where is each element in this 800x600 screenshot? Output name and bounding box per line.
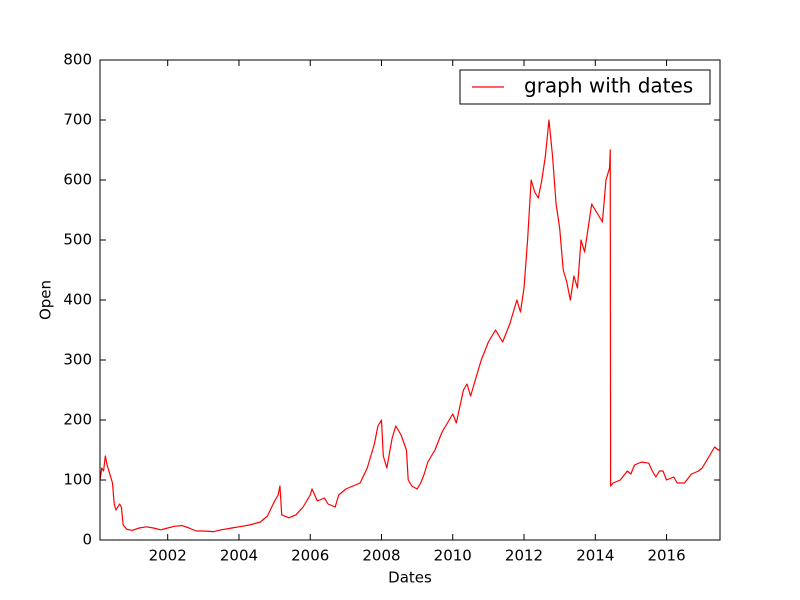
legend-label: graph with dates (524, 74, 693, 98)
x-tick-label: 2016 (647, 547, 685, 565)
x-axis-label: Dates (388, 569, 432, 587)
x-tick-label: 2008 (362, 547, 400, 565)
y-tick-label: 700 (63, 111, 92, 129)
y-tick-label: 500 (63, 231, 92, 249)
data-line (99, 119, 720, 533)
plot-frame (99, 59, 721, 541)
x-tick-label: 2014 (576, 547, 614, 565)
y-tick-label: 300 (63, 351, 92, 369)
y-tick-label: 0 (82, 531, 92, 549)
x-tick-label: 2002 (149, 547, 187, 565)
x-tick-label: 2012 (505, 547, 543, 565)
y-axis-label: Open (37, 280, 55, 320)
x-tick-label: 2006 (291, 547, 329, 565)
y-tick-label: 400 (63, 291, 92, 309)
y-tick-label: 600 (63, 171, 92, 189)
y-tick-label: 100 (63, 471, 92, 489)
y-tick-label: 800 (63, 51, 92, 69)
x-tick-label: 2004 (220, 547, 258, 565)
y-tick-label: 200 (63, 411, 92, 429)
x-tick-label: 2010 (434, 547, 472, 565)
